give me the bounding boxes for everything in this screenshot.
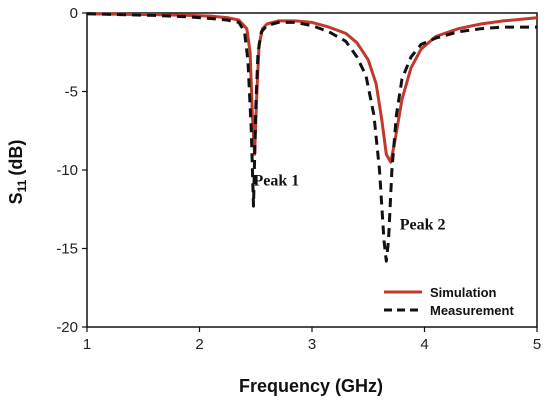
legend: Simulation Measurement: [384, 285, 514, 318]
y-tick-label: -10: [56, 162, 78, 179]
svg-text:S11(dB): S11 (dB): [6, 140, 29, 205]
series-line-measurement: [86, 12, 537, 263]
y-tick-label: -20: [56, 319, 78, 336]
x-tick-label: 5: [533, 336, 541, 353]
ticks-layer: 1 2 3 4 5 0 -5 -10 -15 -20: [56, 5, 541, 353]
y-tick-label: -15: [56, 241, 78, 258]
plot-border: [86, 12, 538, 328]
x-tick-label: 2: [195, 336, 203, 353]
y-tick-label: -5: [65, 84, 78, 101]
series-line-simulation: [86, 12, 538, 164]
legend-measurement-label: Measurement: [430, 303, 514, 318]
y-axis-title-subscript: 11: [15, 179, 29, 192]
y-tick-label: 0: [70, 5, 78, 22]
annotations: Peak 1 Peak 2: [254, 173, 446, 234]
annotation-peak-1: Peak 1: [254, 173, 300, 190]
annotation-peak-2: Peak 2: [400, 217, 446, 234]
x-tick-label: 4: [420, 336, 428, 353]
y-axis-title-unit: (dB): [6, 140, 26, 176]
series-layer: [86, 12, 538, 263]
y-axis-title-main: S: [6, 192, 26, 204]
y-axis-title: S11 (dB): [6, 140, 29, 205]
legend-simulation-label: Simulation: [430, 285, 497, 300]
x-axis-title: Frequency (GHz): [239, 376, 383, 396]
x-tick-label: 1: [83, 336, 91, 353]
x-tick-label: 3: [308, 336, 316, 353]
plot-frame: [86, 12, 538, 328]
